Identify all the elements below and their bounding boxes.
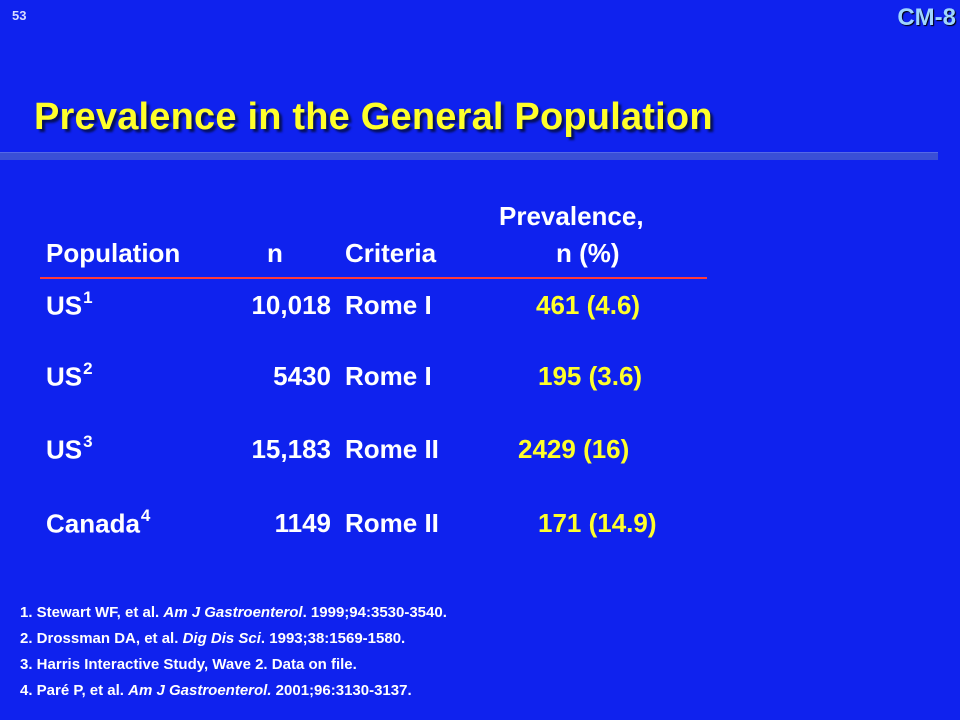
- header-prevalence-line1: Prevalence,: [499, 201, 644, 231]
- reference-item: 4. Paré P, et al. Am J Gastroenterol. 20…: [20, 682, 412, 699]
- header-n: n: [267, 238, 283, 268]
- row-population: US2: [46, 359, 93, 392]
- row-criteria: Rome I: [345, 290, 432, 320]
- row-n: 15,183: [251, 434, 331, 464]
- slide-title: Prevalence in the General Population: [34, 96, 713, 138]
- reference-item: 3. Harris Interactive Study, Wave 2. Dat…: [20, 656, 357, 673]
- reference-marker: 3: [83, 432, 93, 451]
- header-population: Population: [46, 238, 181, 268]
- row-prevalence: 2429 (16): [518, 434, 630, 464]
- reference-item: 2. Drossman DA, et al. Dig Dis Sci. 1993…: [20, 630, 406, 647]
- references: 1. Stewart WF, et al. Am J Gastroenterol…: [20, 600, 447, 704]
- row-n: 1149: [274, 508, 331, 538]
- row-population: Canada4: [46, 506, 151, 539]
- row-population: US1: [46, 288, 93, 321]
- header-divider: [40, 277, 707, 279]
- row-prevalence: 171 (14.9): [538, 508, 657, 538]
- reference-marker: 1: [83, 288, 93, 307]
- header-prevalence-line2: n (%): [556, 238, 620, 268]
- row-criteria: Rome II: [345, 508, 439, 538]
- row-population: US3: [46, 432, 93, 465]
- row-prevalence: 461 (4.6): [536, 290, 641, 320]
- row-n: 10,018: [251, 290, 331, 320]
- reference-marker: 4: [140, 506, 151, 525]
- reference-item: 1. Stewart WF, et al. Am J Gastroenterol…: [20, 604, 447, 621]
- title-divider: [0, 152, 938, 160]
- row-n: 5430: [273, 361, 331, 391]
- row-criteria: Rome II: [345, 434, 439, 464]
- slide-code: CM-8: [897, 4, 956, 31]
- row-prevalence: 195 (3.6): [538, 361, 643, 391]
- slide-number: 53: [12, 8, 27, 23]
- reference-marker: 2: [83, 359, 93, 378]
- header-criteria: Criteria: [345, 238, 437, 268]
- row-criteria: Rome I: [345, 361, 432, 391]
